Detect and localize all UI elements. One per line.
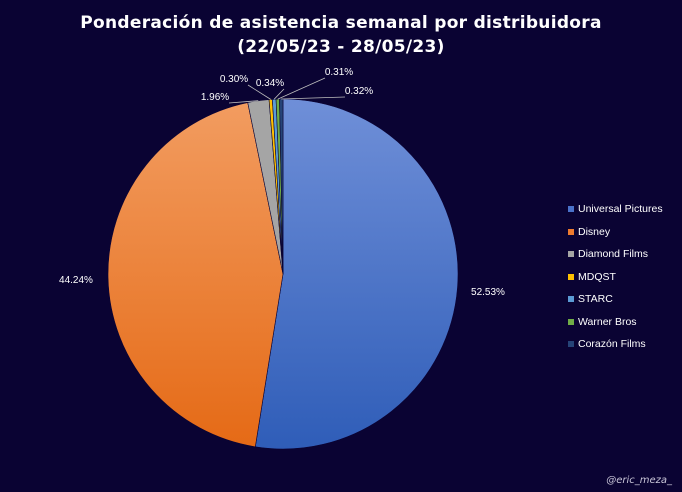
legend-label: Warner Bros (578, 315, 637, 328)
data-label-diamond-films: 1.96% (201, 92, 229, 103)
legend-swatch (568, 318, 574, 325)
legend-label: Disney (578, 225, 611, 238)
legend-item-starc: STARC (568, 288, 680, 311)
data-label-mdqst: 0.30% (220, 74, 248, 85)
legend-swatch (568, 251, 574, 258)
legend-item-diamond-films: Diamond Films (568, 243, 680, 266)
pie-slices (107, 98, 459, 450)
legend-swatch (568, 228, 574, 235)
leader-lines (228, 77, 346, 104)
legend-label: Diamond Films (578, 248, 649, 261)
pie-slice-universal-pictures (254, 98, 459, 450)
legend-item-disney: Disney (568, 221, 680, 244)
legend-label: Universal Pictures (578, 203, 663, 216)
legend-item-corazon-films: Corazón Films (568, 333, 680, 356)
leader-line-diamond-films (228, 100, 259, 104)
data-label-disney: 44.24% (59, 275, 93, 286)
data-label-corazon-films: 0.32% (345, 86, 373, 97)
leader-line-corazon-films (281, 96, 346, 100)
data-label-universal-pictures: 52.53% (471, 287, 505, 298)
leader-line-starc (273, 88, 285, 100)
legend-swatch (568, 341, 574, 348)
legend: Universal Pictures Disney Diamond Films MDQ… (568, 198, 680, 356)
legend-label: MDQST (578, 270, 616, 283)
leader-line-warner-bros (277, 77, 326, 100)
leader-line-mdqst (247, 84, 271, 100)
legend-item-universal-pictures: Universal Pictures (568, 198, 680, 221)
chart-subtitle: (22/05/23 - 28/05/23) (237, 37, 445, 57)
legend-swatch (568, 206, 574, 213)
legend-label: Corazón Films (578, 338, 646, 351)
data-labels: 52.53% 44.24% 1.96% 0.30% 0.34% 0.31% 0.32% (59, 67, 505, 298)
legend-item-mdqst: MDQST (568, 266, 680, 289)
legend-label: STARC (578, 293, 613, 306)
legend-swatch (568, 296, 574, 303)
pie-slice-disney (107, 102, 284, 448)
data-label-warner-bros: 0.31% (325, 67, 353, 78)
legend-item-warner-bros: Warner Bros (568, 311, 680, 334)
data-label-starc: 0.34% (256, 78, 284, 89)
legend-swatch (568, 273, 574, 280)
chart-title: Ponderación de asistencia semanal por di… (80, 13, 602, 33)
watermark: @eric_meza_ (606, 475, 672, 486)
